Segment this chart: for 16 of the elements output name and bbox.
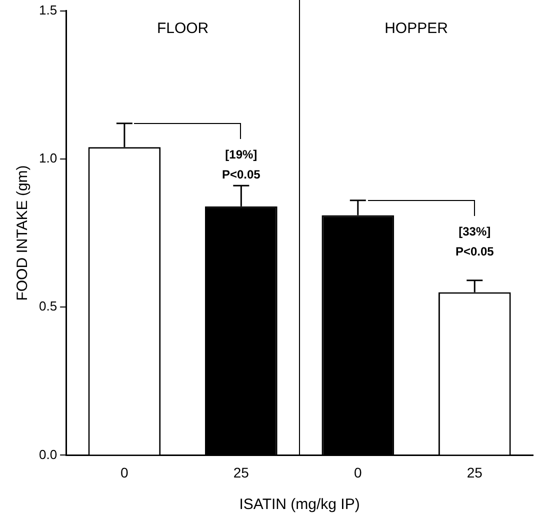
x-tick-label: 25 [466,464,483,480]
annotation: [19%] [225,148,258,162]
annotation: FLOOR [156,20,209,37]
y-axis-title: FOOD INTAKE (gm) [14,165,32,301]
annotation: [33%] [458,224,491,239]
y-tick-label: 1.0 [38,150,58,166]
x-tick-label: 25 [233,464,250,480]
annotation: P<0.05 [455,244,494,259]
annotation: HOPPER [384,20,448,37]
x-tick-label: 0 [120,464,129,480]
x-tick-label: 0 [354,464,362,480]
annotation: P<0.05 [222,168,261,182]
y-tick-label: 1.5 [38,2,58,18]
y-tick-label: 0.5 [38,298,58,314]
y-tick-label: 0.0 [38,446,58,462]
x-axis-title: ISATIN (mg/kg IP) [239,496,360,514]
